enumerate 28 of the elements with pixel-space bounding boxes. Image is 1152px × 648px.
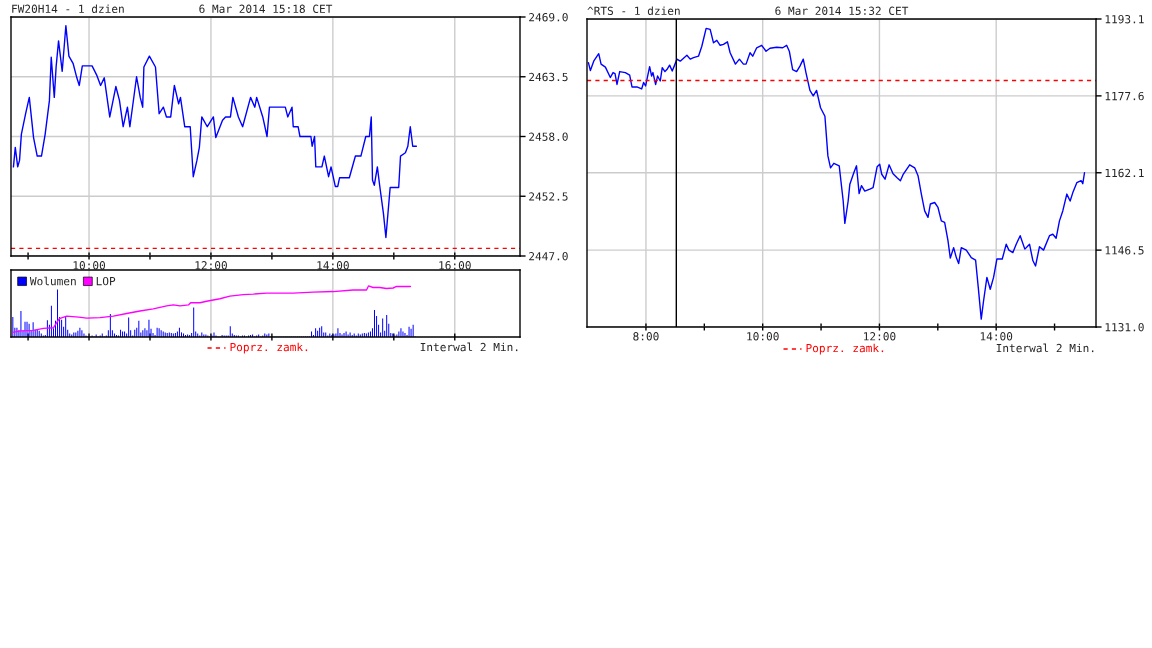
text: Interwal 2 Min. xyxy=(996,343,1094,353)
y-tick-label: 1146.5 xyxy=(1105,246,1144,255)
legend-label: LOP xyxy=(96,276,116,286)
x-tick-label: 10:00 xyxy=(747,332,779,341)
x-tick-label: 8:00 xyxy=(633,332,659,341)
x-tick-label: 10:00 xyxy=(73,261,106,270)
y-tick-label: 2463.5 xyxy=(529,72,568,82)
chart-subtitle: 6 Mar 2014 15:32 CET xyxy=(775,6,909,15)
y-tick-label: 1193.1 xyxy=(1105,15,1144,24)
chart-title: FW20H14 - 1 dzien xyxy=(12,4,124,13)
legend-label: Poprz. zamk. xyxy=(230,342,308,354)
legend-label: Wolumen xyxy=(29,276,76,286)
legend-label: Poprz. zamk. xyxy=(806,343,884,355)
text: Interwal 2 Min. xyxy=(420,342,518,352)
y-tick-label: 1162.1 xyxy=(1105,168,1144,178)
x-tick-label: 14:00 xyxy=(317,261,349,270)
y-tick-label: 2452.5 xyxy=(529,192,568,201)
y-tick-label: 1177.6 xyxy=(1105,91,1144,101)
y-tick-label: 2469.0 xyxy=(529,13,568,22)
chart-title: ^RTS - 1 dzien xyxy=(587,6,680,15)
y-tick-label: 2458.0 xyxy=(529,132,568,141)
x-tick-label: 14:00 xyxy=(980,332,1013,341)
x-tick-label: 16:00 xyxy=(439,261,471,270)
x-tick-label: 12:00 xyxy=(864,332,896,341)
y-tick-label: 1131.0 xyxy=(1105,323,1144,332)
chart-subtitle: 6 Mar 2014 15:18 CET xyxy=(199,4,333,13)
y-tick-label: 2447.0 xyxy=(529,252,568,261)
x-tick-label: 12:00 xyxy=(195,261,227,270)
